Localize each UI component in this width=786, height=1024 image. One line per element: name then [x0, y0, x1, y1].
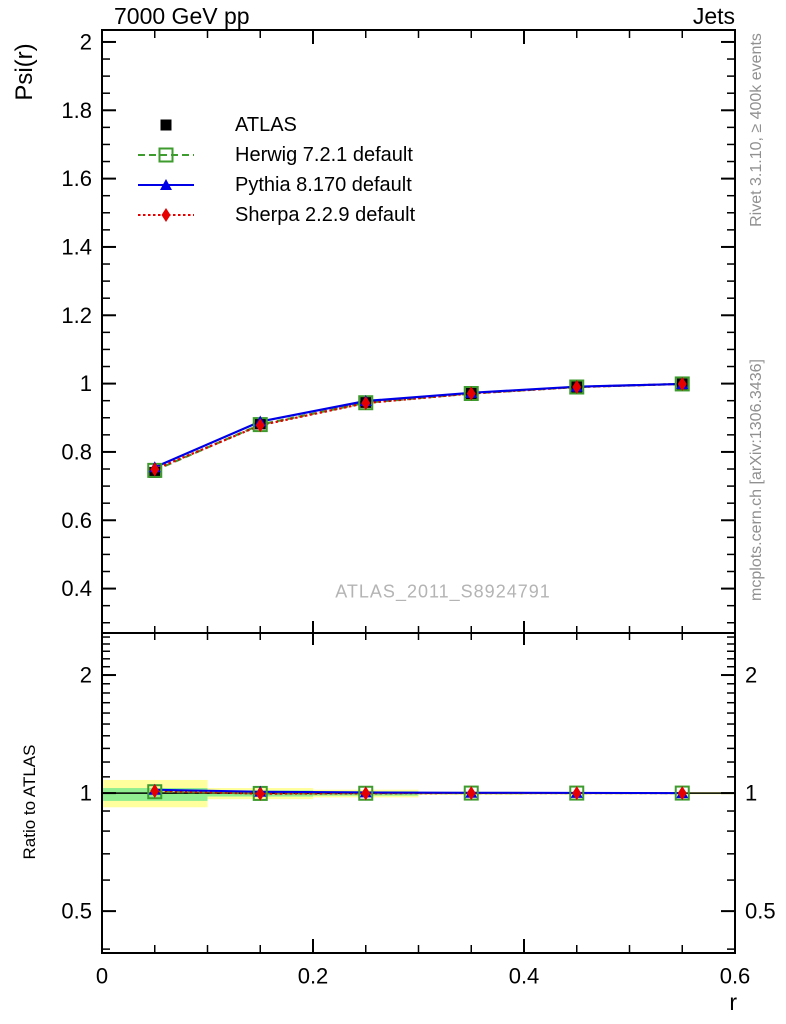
data-point-marker [466, 786, 476, 801]
main-curve [154, 382, 683, 469]
data-point-marker [677, 786, 687, 801]
mcplots-arxiv-note: mcplots.cern.ch [arXiv:1306.3436] [748, 359, 765, 601]
ratio-panel-markers [147, 783, 690, 801]
legend-entry-herwig: Herwig 7.2.1 default [130, 140, 415, 170]
main-y-tick-label: 0.8 [61, 439, 92, 464]
data-point-marker [572, 380, 582, 395]
legend-label-herwig: Herwig 7.2.1 default [235, 144, 413, 166]
data-point-marker [361, 396, 371, 411]
x-tick-label: 0 [96, 964, 108, 989]
legend-label-pythia: Pythia 8.170 default [235, 174, 412, 196]
beam-title: 7000 GeV pp [114, 3, 250, 29]
ratio-y-tick-label-left: 2 [80, 663, 92, 688]
legend-entry-pythia: Pythia 8.170 default [130, 170, 415, 200]
analysis-id-watermark: ATLAS_2011_S8924791 [335, 581, 551, 602]
main-y-tick-label: 1.6 [61, 166, 92, 191]
main-y-axis-ticks [102, 40, 735, 624]
legend-label-atlas: ATLAS [235, 114, 297, 136]
data-point-marker [160, 179, 172, 190]
main-y-axis-label: Psi(r) [11, 43, 38, 101]
rivet-version-note: Rivet 3.1.10, ≥ 400k events [748, 33, 765, 227]
data-point-marker [677, 376, 687, 391]
pythia-line-marker-icon [138, 179, 194, 190]
x-tick-label: 0.4 [509, 964, 540, 989]
main-y-tick-label: 1.2 [61, 303, 92, 328]
data-point-marker [150, 462, 160, 477]
herwig-line-marker-icon [138, 147, 194, 163]
main-panel-markers [147, 376, 690, 478]
data-point-marker [158, 147, 174, 163]
data-point-marker [150, 784, 160, 799]
ratio-y-tick-label-left: 1 [80, 781, 92, 806]
ratio-y-axis-ticks [102, 636, 735, 950]
ratio-y-tick-label-right: 2 [745, 663, 757, 688]
observable-title: Jets [692, 3, 735, 29]
ratio-curve [154, 788, 683, 795]
x-tick-label: 0.2 [298, 964, 329, 989]
main-y-tick-label: 1 [80, 371, 92, 396]
data-point-marker [361, 786, 371, 801]
data-point-marker [255, 786, 265, 801]
axis-tick-labels: 0 0.2 0.4 0.6 2 1.8 1.6 1.4 1.2 1 0.8 0.6 0.4 2 2 1 1 0.5… [61, 29, 775, 988]
data-point-marker [161, 208, 171, 222]
main-y-tick-label: 0.6 [61, 508, 92, 533]
legend: ATLAS Herwig 7.2.1 default Pythia 8.170 … [130, 110, 415, 230]
ratio-y-axis-label: Ratio to ATLAS [20, 744, 39, 860]
ratio-y-tick-label-right: 0.5 [745, 899, 776, 924]
x-tick-label: 0.6 [720, 964, 751, 989]
legend-entry-sherpa: Sherpa 2.2.9 default [130, 200, 415, 230]
legend-label-sherpa: Sherpa 2.2.9 default [235, 204, 416, 226]
ratio-y-tick-label-left: 0.5 [61, 899, 92, 924]
x-axis-ticks [101, 30, 736, 953]
main-y-tick-label: 1.4 [61, 234, 92, 259]
legend-entry-atlas: ATLAS [130, 110, 415, 140]
x-axis-label: r [729, 989, 737, 1015]
data-point-marker [160, 119, 172, 131]
main-y-tick-label: 1.8 [61, 98, 92, 123]
sherpa-line-marker-icon [138, 208, 194, 222]
main-y-tick-label: 2 [80, 29, 92, 54]
data-point-marker [466, 386, 476, 401]
ratio-y-tick-label-right: 1 [745, 781, 757, 806]
main-y-tick-label: 0.4 [61, 576, 92, 601]
data-point-marker [255, 418, 265, 433]
atlas-data-marker-icon [160, 119, 172, 131]
data-point-marker [572, 786, 582, 801]
